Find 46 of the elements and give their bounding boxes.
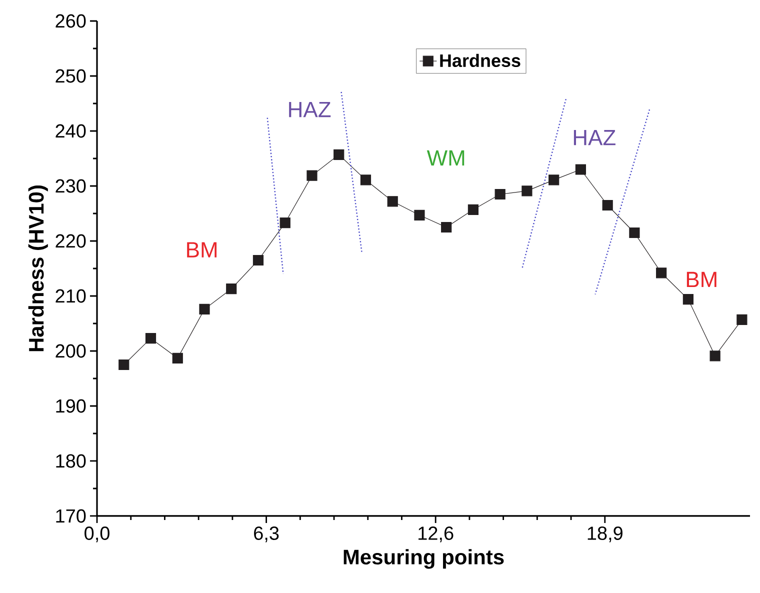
annotation: BM [187,242,217,258]
point [199,304,210,314]
x-axis-title: Mesuring points [344,549,504,569]
point [736,314,748,325]
point [118,359,130,370]
point [414,210,425,220]
point [710,350,720,362]
point [280,218,290,228]
point [226,284,237,294]
point [306,170,318,181]
point [387,196,398,207]
point [682,294,694,305]
y-tick-label: 260 [56,14,86,28]
y-tick-label: 220 [56,234,86,248]
x-tick-label: 12,6 [418,526,454,542]
y-tick-label: 240 [56,124,86,138]
y-tick-label: 180 [56,454,86,468]
point [602,200,613,211]
point [629,227,640,238]
annotation: BM [686,272,716,288]
point [494,188,506,200]
point [172,352,183,364]
y-tick-label: 200 [56,344,86,358]
point [548,174,560,186]
legend-label: Hardness [440,54,520,68]
y-axis-title: Hardness (HV10) [28,186,48,352]
point [441,222,452,233]
y-tick-label: 190 [56,399,86,413]
x-tick-label: 18,9 [588,526,622,542]
x-tick-label: 6,3 [254,526,279,542]
point [334,149,344,160]
annotation: HAZ [574,130,616,146]
y-tick-label: 210 [56,289,86,303]
annotation: WM [426,150,464,166]
annotation: HAZ [289,102,331,118]
point [252,254,264,266]
y-tick-label: 230 [56,179,86,193]
point [468,204,479,215]
point [360,174,372,186]
point [656,268,667,278]
y-tick-label: 250 [56,69,86,83]
y-tick-label: 170 [56,509,86,523]
point [522,186,532,196]
point [145,333,156,344]
x-tick-label: 0,0 [84,526,110,542]
point [575,164,586,175]
